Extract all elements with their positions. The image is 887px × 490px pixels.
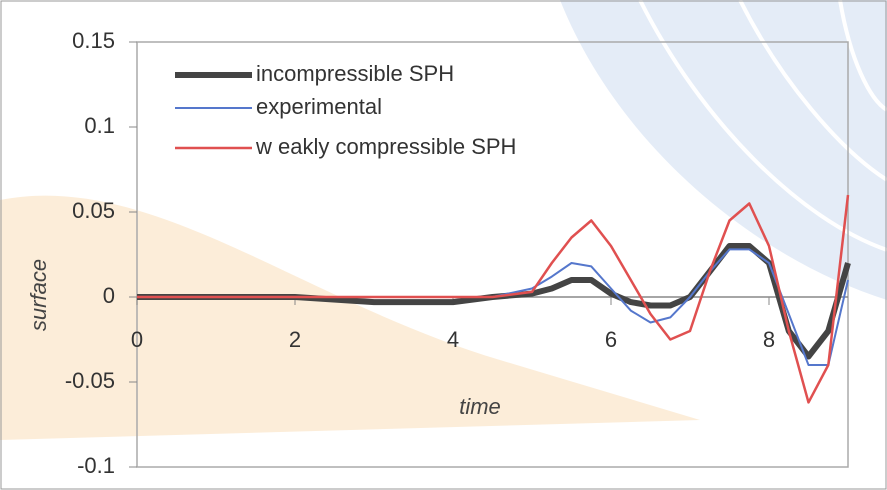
legend-label: experimental [256,94,382,119]
decoration-wave [0,195,700,440]
x-tick-label: 8 [763,327,775,352]
series-line [137,194,850,404]
y-tick-label: 0 [103,283,115,308]
x-tick-label: 6 [605,327,617,352]
y-axis-title: surface [26,259,51,331]
series-line [137,243,851,360]
y-tick-label: -0.05 [65,368,115,393]
legend-label: w eakly compressible SPH [255,134,516,159]
y-tick-label: -0.1 [77,453,115,478]
y-tick-label: 0.15 [72,28,115,53]
x-tick-label: 4 [447,327,459,352]
y-tick-label: 0.1 [84,113,115,138]
decoration-globe [560,0,887,300]
plot-area [136,41,849,468]
legend-label: incompressible SPH [256,61,454,86]
x-tick-label: 0 [131,327,143,352]
decoration-lines [638,0,887,252]
x-tick-label: 2 [289,327,301,352]
y-tick-label: 0.05 [72,198,115,223]
x-axis-title: time [459,394,501,419]
